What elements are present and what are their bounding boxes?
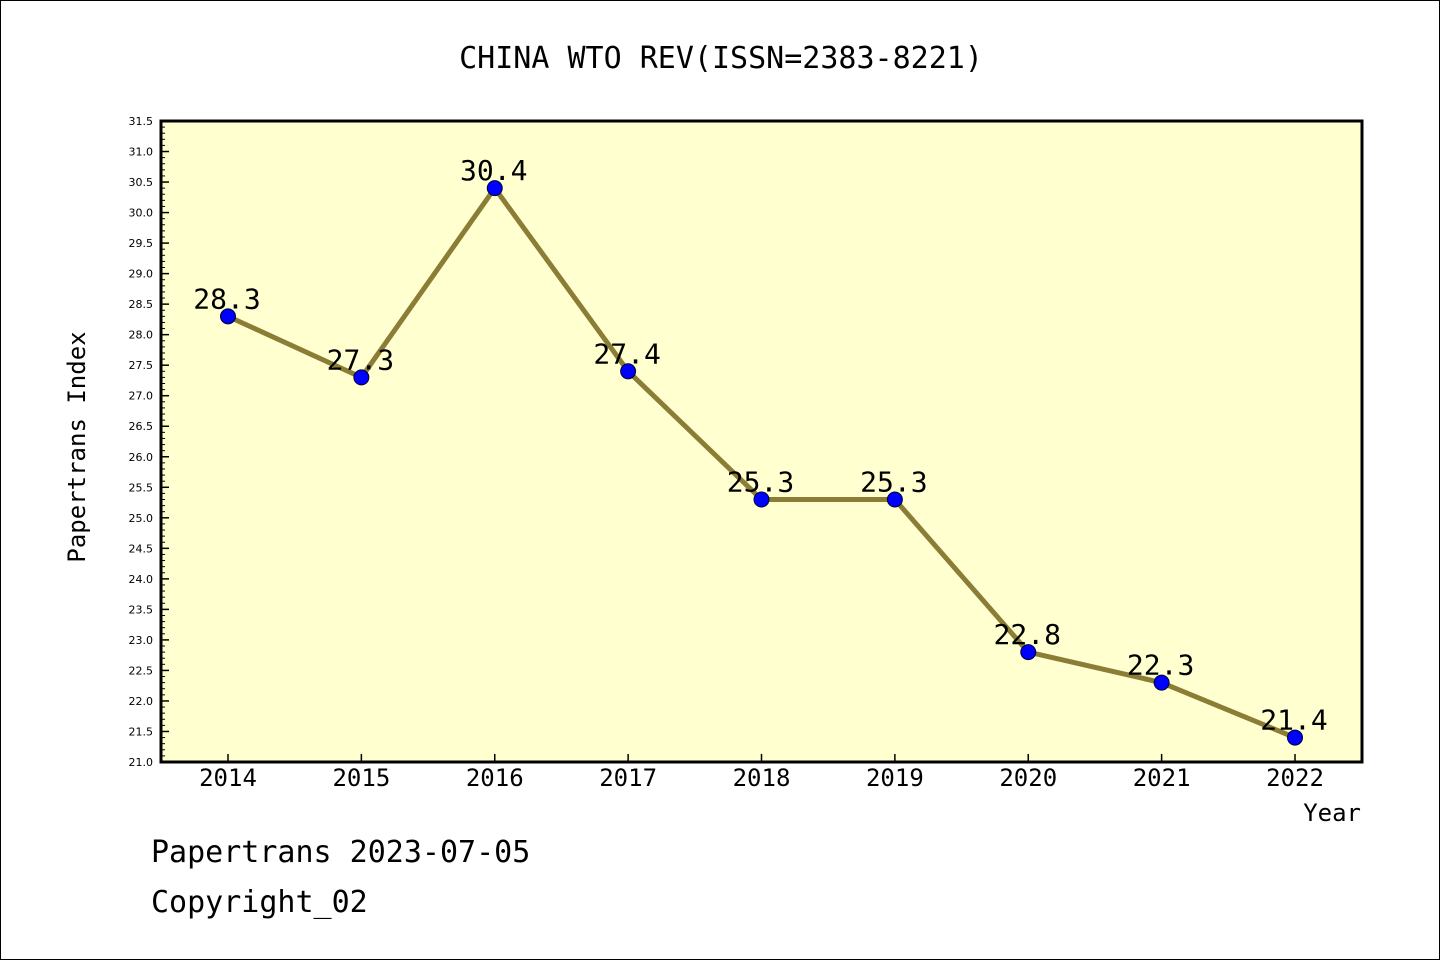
y-tick-label: 21.0: [129, 756, 154, 769]
x-tick-label: 2016: [466, 764, 524, 792]
y-tick-label: 27.5: [129, 359, 154, 372]
y-tick-label: 21.5: [129, 725, 154, 738]
y-tick-label: 22.0: [129, 695, 154, 708]
y-tick-label: 30.0: [129, 207, 154, 220]
y-tick-label: 28.0: [129, 329, 154, 342]
y-tick-label: 23.0: [129, 634, 154, 647]
data-label: 27.3: [327, 343, 394, 376]
data-label: 21.4: [1260, 704, 1327, 737]
x-tick-label: 2017: [599, 764, 657, 792]
x-tick-label: 2018: [733, 764, 791, 792]
data-label: 28.3: [193, 282, 260, 315]
x-tick-label: 2019: [866, 764, 924, 792]
data-point: [753, 491, 770, 508]
y-tick-label: 29.5: [129, 237, 154, 250]
y-tick-label: 27.0: [129, 390, 154, 403]
series-markers: [220, 180, 1303, 746]
data-label: 30.4: [460, 154, 527, 187]
x-tick-label: 2021: [1133, 764, 1191, 792]
y-tick-label: 26.5: [129, 420, 154, 433]
y-tick-label: 25.0: [129, 512, 154, 525]
y-tick-label: 25.5: [129, 481, 154, 494]
y-tick-label: 29.0: [129, 268, 154, 281]
y-tick-label: 26.0: [129, 451, 154, 464]
y-tick-label: 28.5: [129, 298, 154, 311]
x-tick-label: 2022: [1266, 764, 1324, 792]
data-point: [1153, 674, 1170, 691]
data-label: 22.8: [994, 618, 1061, 651]
y-tick-label: 24.0: [129, 573, 154, 586]
data-label: 25.3: [860, 465, 927, 498]
data-label: 27.4: [593, 337, 660, 370]
y-tick-label: 31.5: [129, 115, 154, 128]
x-axis-label: Year: [1303, 799, 1361, 827]
data-point: [886, 491, 903, 508]
chart-title: CHINA WTO REV(ISSN=2383-8221): [459, 41, 983, 76]
y-tick-label: 31.0: [129, 146, 154, 159]
data-point: [220, 308, 236, 325]
y-tick-label: 30.5: [129, 176, 154, 189]
y-axis-label: Papertrans Index: [63, 331, 91, 562]
data-label: 22.3: [1127, 649, 1194, 682]
y-tick-label: 23.5: [129, 603, 154, 616]
data-point: [353, 369, 370, 386]
y-tick-label: 22.5: [129, 664, 154, 677]
data-labels: 28.3 27.3 30.4 27.4 25.3 25.3 22.8 22.3 21.4: [193, 154, 1327, 736]
data-point: [1020, 644, 1037, 661]
data-label: 25.3: [727, 465, 794, 498]
data-point: [1287, 729, 1303, 746]
x-axis: 2014 2015 2016 2017 2018 2019 2020 2021 2022: [199, 754, 1324, 792]
data-point: [486, 180, 503, 197]
data-point: [620, 363, 637, 380]
x-tick-label: 2020: [999, 764, 1057, 792]
y-axis: 21.0 21.5 22.0 22.5 23.0 23.5 24.0 24.5 25.0 25.5…: [129, 115, 169, 769]
footer-copyright: Copyright_02: [151, 885, 368, 920]
x-tick-label: 2015: [332, 764, 390, 792]
y-tick-label: 24.5: [129, 542, 154, 555]
plot-area: [159, 119, 1364, 764]
footer-source: Papertrans 2023-07-05: [151, 835, 531, 870]
x-tick-label: 2014: [199, 764, 257, 792]
